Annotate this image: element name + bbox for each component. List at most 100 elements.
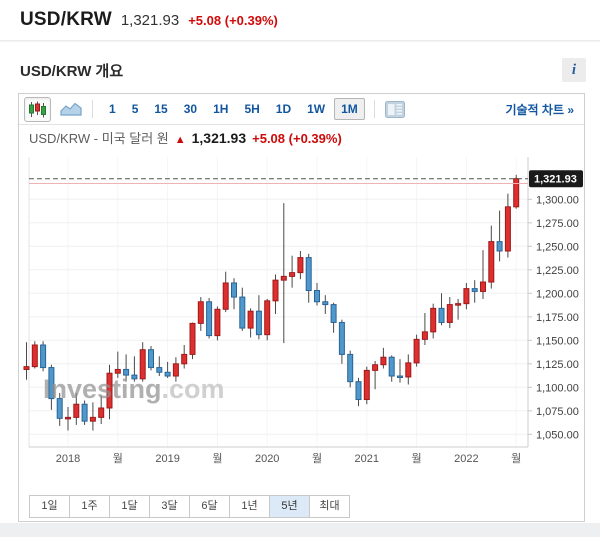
toolbar-separator xyxy=(92,100,93,118)
candle-body-2021-06 xyxy=(405,362,412,378)
candle-body-2022-07 xyxy=(513,178,520,208)
candle-body-2019-05 xyxy=(197,301,204,324)
y-axis-label: 1,250.00 xyxy=(536,241,579,253)
y-axis-label: 1,100.00 xyxy=(536,382,579,394)
timeframe-1w[interactable]: 1W xyxy=(307,102,326,116)
candle-body-2022-04 xyxy=(488,241,495,283)
candle-body-2021-03 xyxy=(380,356,387,366)
timeframe-1m[interactable]: 1M xyxy=(334,98,365,120)
candle-body-2019-11 xyxy=(247,310,254,329)
candle-body-2018-06 xyxy=(106,372,113,409)
candle-body-2018-11 xyxy=(148,349,154,369)
candle-body-2017-11 xyxy=(48,367,55,400)
candle-body-2017-08 xyxy=(23,366,30,370)
symbol-name: USD/KRW xyxy=(20,9,112,30)
candle-body-2021-07 xyxy=(413,338,420,364)
range-button-5년[interactable]: 5년 xyxy=(269,495,310,518)
candle-body-2018-02 xyxy=(73,403,80,418)
candlestick-icon xyxy=(29,101,46,117)
x-axis-label: 월 xyxy=(312,452,322,465)
x-axis-label: 2018 xyxy=(56,453,80,465)
candle-body-2017-12 xyxy=(56,398,63,419)
timeframe-1h[interactable]: 1H xyxy=(213,102,229,116)
candle-body-2020-05 xyxy=(297,257,304,274)
timeframe-group: 1 5 15 30 1H 5H 1D 1W 1M xyxy=(101,98,366,120)
candle-body-2019-02 xyxy=(172,363,179,377)
candle-body-2018-07 xyxy=(114,368,121,374)
candle-body-2018-01 xyxy=(65,416,71,420)
candlestick-chart[interactable]: 1,300.00 1,275.00 1,250.00 1,225.00 1,200.00… xyxy=(19,153,584,471)
candle-body-2021-05 xyxy=(397,375,403,379)
y-axis-label: 1,075.00 xyxy=(536,406,579,418)
candle-body-2017-09 xyxy=(31,344,38,368)
candle-body-2020-07 xyxy=(314,289,320,303)
timeframe-5[interactable]: 5 xyxy=(131,102,139,116)
timeframe-15[interactable]: 15 xyxy=(154,102,168,116)
candle-body-2019-07 xyxy=(214,308,221,337)
up-arrow-icon: ▲ xyxy=(174,134,186,146)
y-axis-label: 1,200.00 xyxy=(536,288,579,300)
x-axis-label: 월 xyxy=(511,452,521,465)
x-axis-label: 월 xyxy=(113,452,123,465)
y-axis-label: 1,175.00 xyxy=(536,312,579,324)
candle-body-2020-11 xyxy=(347,353,354,383)
range-button-1년[interactable]: 1년 xyxy=(229,495,270,518)
candle-body-2021-01 xyxy=(363,369,370,401)
range-button-1주[interactable]: 1주 xyxy=(69,495,110,518)
candle-body-2019-06 xyxy=(206,301,213,337)
candle-body-2020-09 xyxy=(330,304,337,323)
y-axis-label: 1,275.00 xyxy=(536,218,579,230)
section-title: USD/KRW 개요 xyxy=(20,62,124,80)
timeframe-1[interactable]: 1 xyxy=(109,102,116,116)
y-axis-label: 1,050.00 xyxy=(536,429,579,441)
y-axis-label: 1,225.00 xyxy=(536,265,579,277)
candle-body-2019-10 xyxy=(239,296,246,329)
info-icon[interactable]: i xyxy=(562,58,586,82)
y-axis-label: 1,125.00 xyxy=(536,359,579,371)
range-button-1일[interactable]: 1일 xyxy=(29,495,70,518)
candle-body-2018-12 xyxy=(156,367,163,373)
section-heading-row: USD/KRW 개요 i xyxy=(20,58,586,82)
last-price-badge xyxy=(529,170,583,188)
timeframe-5h[interactable]: 5H xyxy=(244,102,260,116)
price-change: +5.08 (+0.39%) xyxy=(188,13,278,28)
candle-body-2018-10 xyxy=(139,349,146,380)
candle-body-2020-10 xyxy=(338,321,345,355)
x-axis-label: 2021 xyxy=(355,453,379,465)
chart-title: USD/KRW - 미국 달러 원 xyxy=(29,131,169,146)
y-axis-label: 1,300.00 xyxy=(536,194,579,206)
line-chart-button[interactable] xyxy=(57,97,84,122)
candle-body-2019-03 xyxy=(181,353,188,365)
candle-body-2021-12 xyxy=(455,303,462,306)
candle-body-2019-01 xyxy=(164,371,171,377)
header-divider xyxy=(0,40,600,42)
last-price: 1,321.93 xyxy=(120,12,180,29)
range-button-3달[interactable]: 3달 xyxy=(149,495,190,518)
candle-body-2020-08 xyxy=(322,301,329,306)
candle-body-2022-06 xyxy=(504,206,511,252)
chart-panel-icon xyxy=(384,100,405,118)
candle-body-2022-03 xyxy=(480,281,486,292)
chart-panel-button[interactable] xyxy=(383,98,407,120)
timeframe-1d[interactable]: 1D xyxy=(275,102,292,116)
page-background-strip xyxy=(0,523,600,537)
candle-body-2019-09 xyxy=(231,282,237,298)
candle-body-2018-04 xyxy=(89,416,96,422)
timeframe-30[interactable]: 30 xyxy=(183,102,198,116)
chart-toolbar: 1 5 15 30 1H 5H 1D 1W 1M 기술적 차트 » xyxy=(19,94,584,125)
range-button-6달[interactable]: 6달 xyxy=(189,495,230,518)
range-button-최대[interactable]: 최대 xyxy=(309,495,350,518)
range-button-group: 1일 1주 1달 3달 6달 1년 5년 최대 xyxy=(29,495,350,518)
candle-body-2022-05 xyxy=(496,241,503,252)
chart-price-change: +5.08 (+0.39%) xyxy=(252,131,342,146)
candle-body-2018-09 xyxy=(131,374,138,380)
range-button-1달[interactable]: 1달 xyxy=(109,495,150,518)
technical-chart-link[interactable]: 기술적 차트 » xyxy=(505,102,574,117)
candle-body-2021-10 xyxy=(438,307,445,323)
x-axis-label: 월 xyxy=(412,452,422,465)
candlestick-chart-button[interactable] xyxy=(24,96,51,122)
x-axis-label: 월 xyxy=(212,452,222,465)
candle-body-2020-03 xyxy=(280,275,287,281)
chart-last-price: 1,321.93 xyxy=(191,130,247,146)
line-chart-icon xyxy=(59,102,82,116)
